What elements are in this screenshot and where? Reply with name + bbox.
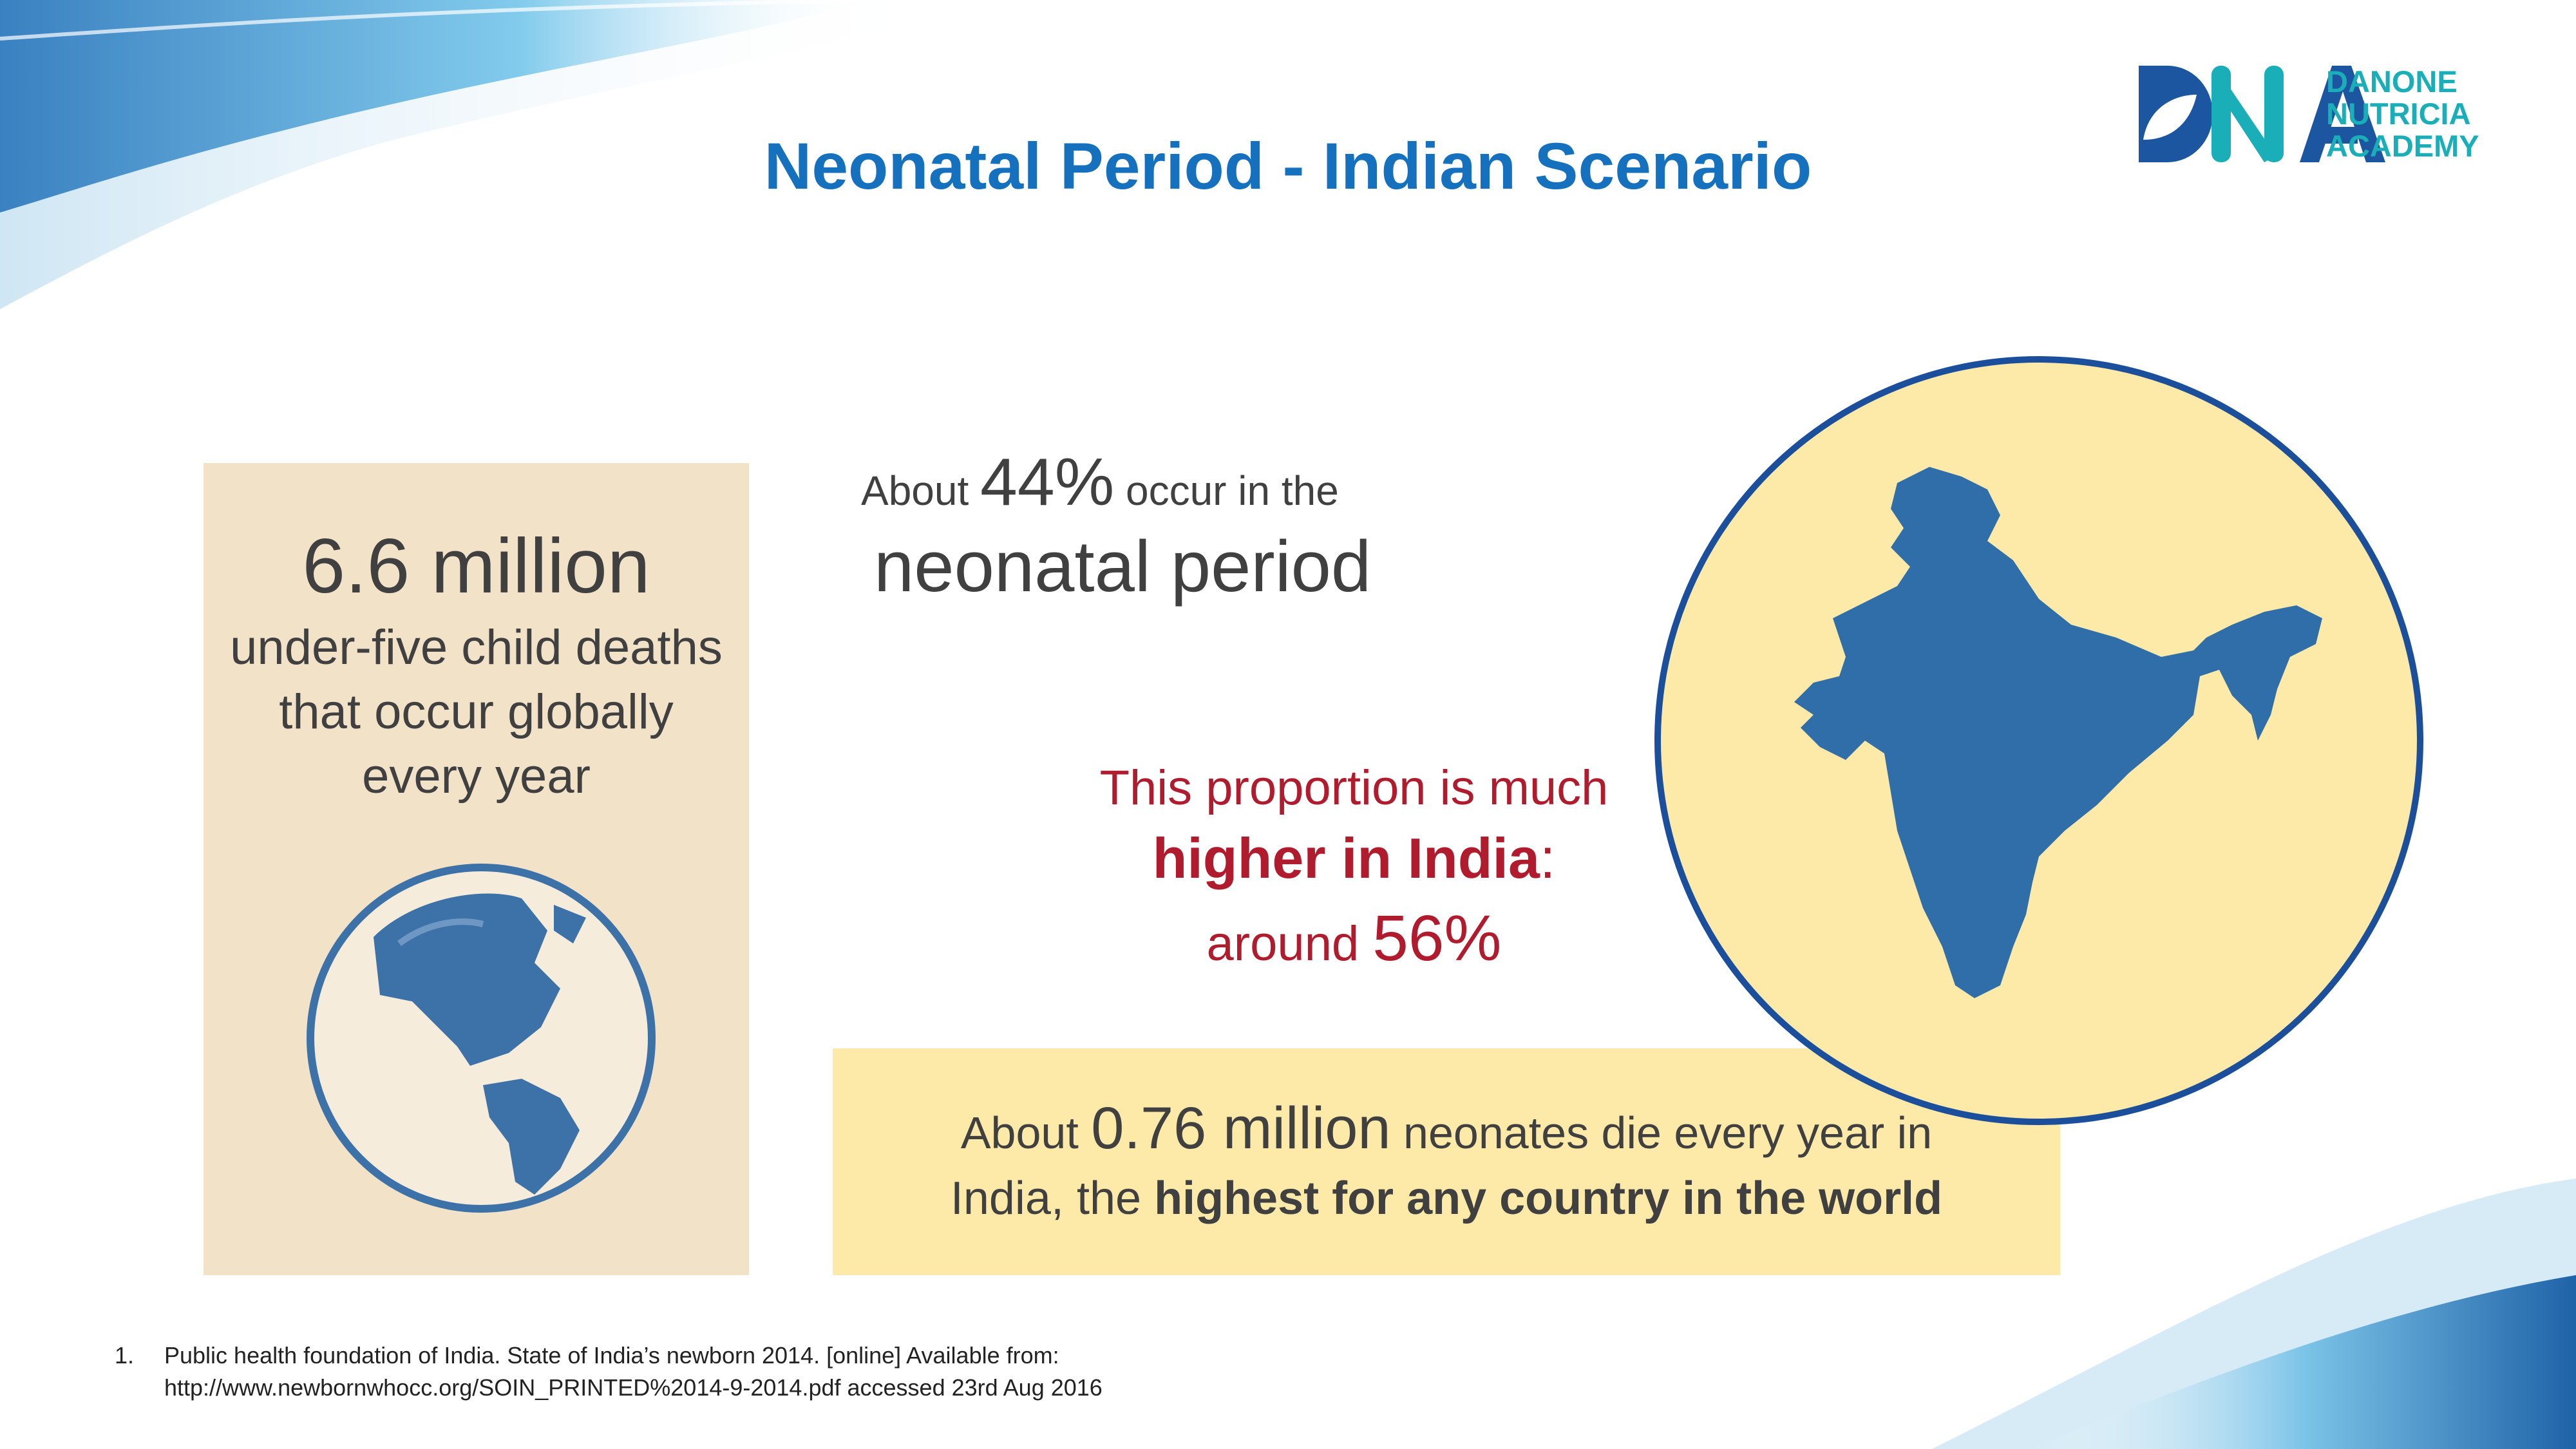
logo-line: DANONE <box>2326 64 2458 99</box>
text: India, the <box>950 1173 1155 1224</box>
neonatal-share-line: About 44% occur in the <box>861 444 1339 521</box>
logo-line: NUTRICIA <box>2326 97 2471 131</box>
text: highest for any country in the world <box>1154 1173 1943 1224</box>
india-percent-line: around 56% <box>1030 902 1678 976</box>
logo-line: ACADEMY <box>2326 129 2479 163</box>
global-deaths-line: every year <box>362 749 591 804</box>
text: : <box>1539 826 1556 890</box>
footnote: 1. Public health foundation of India. Sta… <box>115 1340 1103 1404</box>
global-deaths-line: that occur globally <box>279 685 674 739</box>
footnote-text: Public health foundation of India. State… <box>164 1342 1059 1368</box>
globe-icon <box>307 864 656 1213</box>
bottom-right-wave-decoration <box>1932 1179 2576 1449</box>
top-left-wave-decoration <box>0 0 966 309</box>
global-deaths-line: under-five child deaths <box>230 620 723 675</box>
india-map-icon <box>1794 467 2322 998</box>
text: About <box>861 468 981 514</box>
india-higher-line: higher in India: <box>1030 826 1678 891</box>
text: About <box>960 1108 1092 1158</box>
text: higher in India <box>1152 826 1540 890</box>
dna-logo <box>2139 66 2385 162</box>
india-deaths-value: 0.76 million <box>1091 1095 1391 1161</box>
page-title: Neonatal Period - Indian Scenario <box>764 129 1812 203</box>
india-map-circle <box>1654 356 2423 1125</box>
india-deaths-line: About 0.76 million neonates die every ye… <box>833 1095 2060 1162</box>
text: occur in the <box>1114 468 1339 514</box>
text: around <box>1206 916 1373 971</box>
india-percent: 56% <box>1372 902 1502 974</box>
india-deaths-line: India, the highest for any country in th… <box>833 1172 2060 1225</box>
india-deaths-box <box>833 1048 2060 1275</box>
text: neonates die every year in <box>1390 1108 1933 1158</box>
neonatal-period-label: neonatal period <box>874 526 1372 607</box>
global-deaths-value: 6.6 million <box>302 523 650 609</box>
logo-text: DANONE NUTRICIA ACADEMY <box>2326 66 2479 162</box>
footnote-number: 1. <box>115 1342 135 1368</box>
india-proportion-line: This proportion is much <box>1099 761 1609 815</box>
neonatal-percent: 44% <box>980 445 1115 520</box>
footnote-url[interactable]: http://www.newbornwhocc.org/SOIN_PRINTED… <box>164 1374 1103 1401</box>
